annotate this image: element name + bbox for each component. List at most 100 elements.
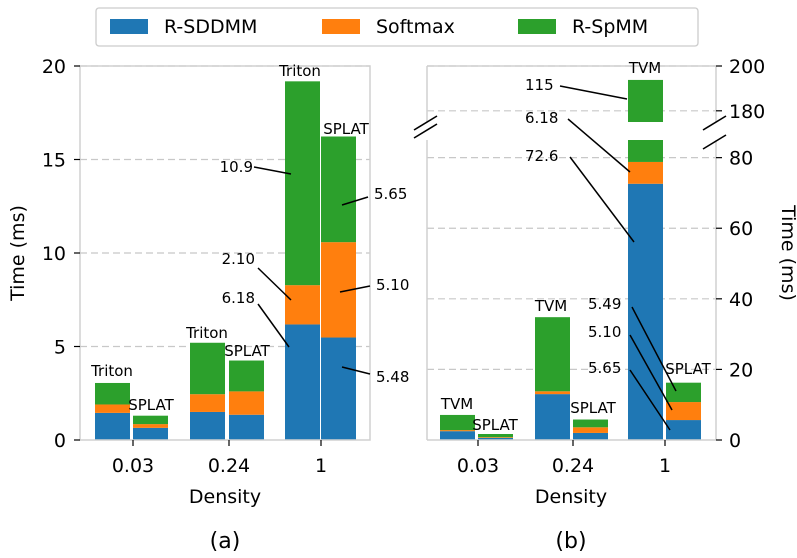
leader-a-5-65 [341,196,369,206]
panel-b-label: (b) [555,529,586,554]
bar-b-0_03-splat-spmm [478,434,513,438]
bar-a-0_24-triton-sddmm [190,411,225,440]
bar-a-1-triton-softmax [285,285,320,325]
x-tick-label-b: 0.24 [552,455,594,477]
anno-b-5-65: 5.65 [588,359,621,377]
legend: R-SDDMM Softmax R-SpMM [95,7,699,47]
bar-b-1-splat-sddmm [666,420,701,440]
bar-a-0_24-splat-softmax [229,391,264,415]
bar-label-a-1-triton: Triton [185,324,228,342]
bar-b-1-tvm-spmm-upper [628,79,663,122]
leader-b-6-18 [567,118,631,173]
y-tick-label-b: 40 [729,289,753,311]
bar-b-0_24-tvm-sddmm [535,394,570,440]
bar-label-a-0-splat: SPLAT [128,396,174,414]
bar-b-0_24-tvm-spmm [535,317,570,392]
bar-a-1-splat-spmm [321,136,356,243]
legend-frame [95,7,699,47]
bar-b-0_24-splat-spmm [573,419,608,428]
y-tick-label-a: 0 [54,430,66,452]
anno-a-5-48: 5.48 [376,368,409,386]
bar-label-a-2-splat: SPLAT [323,120,369,138]
axis-break-right-1 [702,115,727,131]
axis-break-marks [413,115,727,150]
bar-b-1-splat-softmax [666,402,701,421]
axis-break-right-2 [702,134,727,150]
x-tick-label-a: 0.03 [112,455,154,477]
anno-b-115: 115 [525,76,554,94]
axis-break-left-2 [413,123,438,139]
bar-label-a-2-triton: Triton [278,62,321,80]
bar-a-1-splat-sddmm [321,337,356,440]
bar-label-b-0-tvm: TVM [440,395,473,413]
panel-b-xlabel: Density [535,486,607,508]
anno-a-6-18: 6.18 [222,289,255,307]
bar-label-b-1-splat: SPLAT [570,399,616,417]
y-tick-label-a: 10 [42,243,66,265]
anno-a-10-9: 10.9 [220,158,253,176]
panel-a-yticks: 0 5 10 15 20 [42,56,80,452]
leader-a-6-18 [257,303,290,348]
panel-b: 0 20 40 60 80 180 200 0.03 0.24 1 Density Time (… [413,56,797,554]
bar-a-0_24-splat-spmm [229,360,264,392]
bar-label-b-0-splat: SPLAT [472,416,518,434]
axis-break-left-1 [413,115,438,131]
y-tick-label-b: 0 [729,430,741,452]
bar-label-b-2-tvm: TVM [628,59,661,77]
bar-a-0_03-splat-spmm [133,415,168,425]
leader-b-72-6 [569,156,635,243]
bar-a-0_24-triton-spmm [190,342,225,395]
bar-a-1-triton-spmm [285,81,320,286]
bar-b-0_03-tvm-spmm [440,414,475,431]
bar-a-0_03-triton-sddmm [95,412,130,440]
bar-b-0_24-splat-softmax [573,427,608,433]
leader-b-5-49 [631,306,677,392]
bar-a-0_24-splat-sddmm [229,414,264,440]
bar-b-1-tvm-softmax [628,161,663,184]
panel-b-ylabel: Time (ms) [777,204,797,301]
legend-label-sddmm: R-SDDMM [164,16,257,38]
panel-b-yticks: 0 20 40 60 80 180 200 [716,56,765,452]
bar-label-b-1-tvm: TVM [534,297,567,315]
bar-b-1-tvm-sddmm [628,183,663,440]
bar-b-0_03-tvm-sddmm [440,431,475,440]
bar-b-0_03-splat-softmax [478,437,513,438]
bar-a-0_03-triton-spmm [95,382,130,405]
x-tick-label-a: 1 [315,455,327,477]
panel-a-label: (a) [210,529,241,554]
panel-b-xticks: 0.03 0.24 1 [457,440,671,477]
leader-a-5-48 [341,366,371,375]
panel-a-ylabel: Time (ms) [7,205,29,302]
y-tick-label-b: 80 [729,148,753,170]
bar-b-1-splat-spmm [666,382,701,403]
bar-b-1-tvm-spmm [628,140,663,162]
anno-a-2-10: 2.10 [222,250,255,268]
panel-a-bars [95,81,356,440]
y-tick-label-b: 20 [729,359,753,381]
x-tick-label-a: 0.24 [208,455,250,477]
y-tick-label-b: 200 [729,56,765,78]
anno-b-5-10: 5.10 [588,323,621,341]
panel-a-xlabel: Density [189,486,261,508]
bar-label-b-2-splat: SPLAT [665,360,711,378]
x-tick-label-b: 0.03 [457,455,499,477]
bar-b-0_24-splat-sddmm [573,432,608,440]
anno-a-5-10: 5.10 [376,276,409,294]
bar-label-a-0-triton: Triton [90,362,133,380]
anno-b-72-6: 72.6 [525,147,558,165]
y-tick-label-b: 180 [729,101,765,123]
legend-swatch-softmax [322,19,360,34]
y-tick-label-b: 60 [729,218,753,240]
bar-label-a-1-splat: SPLAT [224,342,270,360]
legend-label-softmax: Softmax [376,16,455,38]
legend-swatch-sddmm [110,19,148,34]
x-tick-label-b: 1 [659,455,671,477]
leader-b-5-65 [629,369,671,431]
anno-a-5-65: 5.65 [374,185,407,203]
leader-b-5-10 [629,334,673,411]
bar-b-0_03-splat-sddmm [478,437,513,440]
legend-swatch-spmm [518,19,556,34]
bar-a-0_03-splat-sddmm [133,427,168,440]
anno-b-5-49: 5.49 [588,295,621,313]
